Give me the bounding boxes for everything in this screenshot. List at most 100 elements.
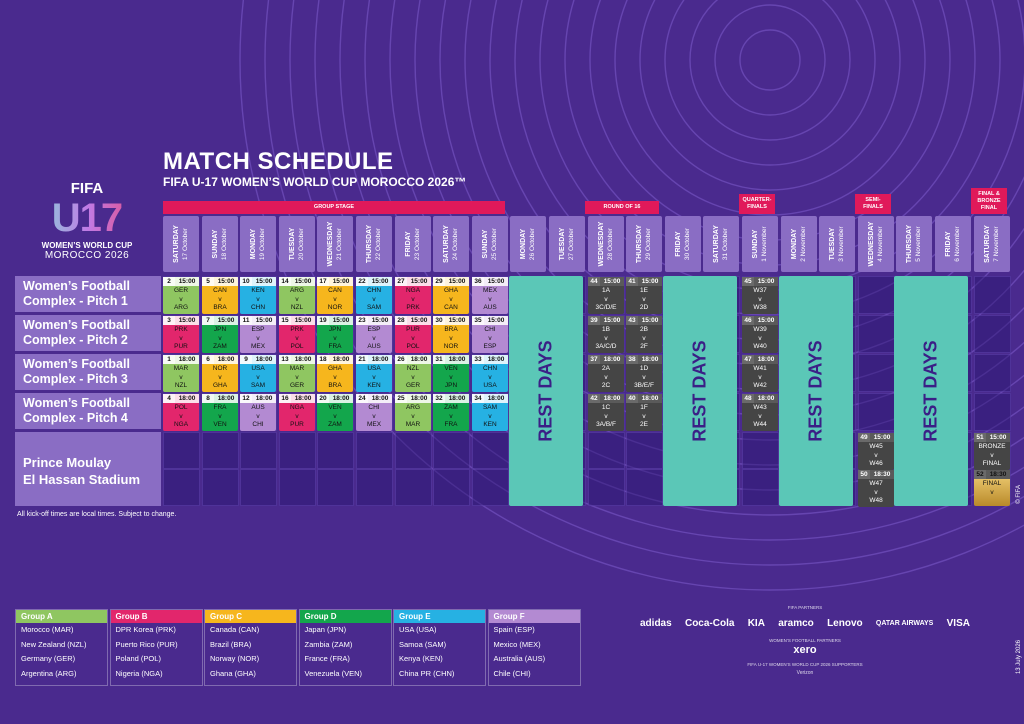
group-team: Mexico (MEX) bbox=[493, 639, 541, 649]
match-number: 23 bbox=[356, 316, 368, 325]
match-teams: CAN v NOR bbox=[317, 286, 353, 313]
match-card[interactable]: 48 18:00 W43 v W44 bbox=[742, 394, 778, 431]
match-card[interactable]: 30 15:00 BRA v NOR bbox=[433, 316, 469, 353]
team-away: PRK bbox=[406, 304, 420, 311]
match-card[interactable]: 51 15:00 BRONZE v FINAL bbox=[974, 433, 1010, 470]
vs-label: v bbox=[218, 334, 222, 342]
match-time: 18:00 bbox=[217, 395, 235, 402]
match-card[interactable]: 10 15:00 KEN v CHN bbox=[240, 277, 276, 314]
group-box: Group F Spain (ESP) Mexico (MEX) Australia … bbox=[487, 609, 581, 686]
match-card[interactable]: 8 18:00 FRA v VEN bbox=[202, 394, 238, 431]
match-card[interactable]: 27 15:00 NGA v PRK bbox=[395, 277, 431, 314]
match-teams: PRK v POL bbox=[279, 325, 315, 352]
match-card[interactable]: 26 18:00 NZL v GER bbox=[395, 355, 431, 392]
match-card[interactable]: 47 18:00 W41 v W42 bbox=[742, 355, 778, 392]
match-card[interactable]: 49 15:00 W45 v W46 bbox=[858, 433, 894, 470]
match-time: 18:00 bbox=[217, 356, 235, 363]
match-card[interactable]: 9 18:00 USA v SAM bbox=[240, 355, 276, 392]
match-card[interactable]: 28 15:00 PUR v POL bbox=[395, 316, 431, 353]
day-header: SUNDAY 18 October bbox=[202, 216, 238, 272]
match-card[interactable]: 23 15:00 ESP v AUS bbox=[356, 316, 392, 353]
match-card[interactable]: 7 15:00 JPN v ZAM bbox=[202, 316, 238, 353]
match-card[interactable]: 35 15:00 CHI v ESP bbox=[472, 316, 508, 353]
day-name: THURSDAY bbox=[636, 224, 643, 264]
match-card[interactable]: 43 15:00 2B v 2F bbox=[626, 316, 662, 353]
match-card[interactable]: 33 18:00 CHN v USA bbox=[472, 355, 508, 392]
team-away: ZAM bbox=[213, 343, 227, 350]
match-card[interactable]: 2 15:00 GER v ARG bbox=[163, 277, 199, 314]
match-time: 15:00 bbox=[641, 317, 659, 324]
vs-label: v bbox=[372, 412, 376, 420]
match-teams: 1A v 3C/D/E bbox=[588, 286, 624, 313]
day-header: WEDNESDAY 28 October bbox=[588, 216, 624, 272]
match-card[interactable]: 32 18:00 ZAM v FRA bbox=[433, 394, 469, 431]
match-header: 8 18:00 bbox=[202, 394, 238, 403]
match-card[interactable]: 29 15:00 GHA v CAN bbox=[433, 277, 469, 314]
team-home: KEN bbox=[251, 287, 265, 294]
match-card[interactable]: 37 18:00 2A v 2C bbox=[588, 355, 624, 392]
match-card[interactable]: 5 15:00 CAN v BRA bbox=[202, 277, 238, 314]
team-home: W45 bbox=[869, 443, 883, 450]
match-card[interactable]: 38 18:00 1D v 3B/E/F bbox=[626, 355, 662, 392]
match-header: 1 18:00 bbox=[163, 355, 199, 364]
page-subtitle: FIFA U-17 WOMEN’S WORLD CUP MOROCCO 2026… bbox=[163, 175, 467, 189]
stage-sf: SEMI- FINALS bbox=[855, 194, 891, 214]
match-card[interactable]: 41 15:00 1E v 2D bbox=[626, 277, 662, 314]
match-card[interactable]: 24 18:00 CHI v MEX bbox=[356, 394, 392, 431]
group-box: Group E USA (USA) Samoa (SAM) Kenya (KEN) Ch… bbox=[393, 609, 486, 686]
match-card[interactable]: 12 18:00 AUS v CHI bbox=[240, 394, 276, 431]
day-header-text: MONDAY 26 October bbox=[519, 228, 537, 260]
match-card[interactable]: 16 18:00 NGA v PUR bbox=[279, 394, 315, 431]
day-name: MONDAY bbox=[791, 228, 798, 260]
day-header-text: SUNDAY 25 October bbox=[481, 228, 499, 260]
match-card[interactable]: 39 15:00 1B v 3A/C/D bbox=[588, 316, 624, 353]
logo-wwc: WOMEN’S WORLD CUP bbox=[41, 241, 133, 250]
match-card[interactable]: 6 18:00 NOR v GHA bbox=[202, 355, 238, 392]
match-card[interactable]: 25 18:00 ARG v MAR bbox=[395, 394, 431, 431]
match-number: 17 bbox=[317, 277, 329, 286]
match-card[interactable]: 46 15:00 W39 v W40 bbox=[742, 316, 778, 353]
match-card[interactable]: 17 15:00 CAN v NOR bbox=[317, 277, 353, 314]
vs-label: v bbox=[179, 412, 183, 420]
match-number: 38 bbox=[626, 355, 638, 364]
match-card[interactable]: 1 18:00 MAR v NZL bbox=[163, 355, 199, 392]
match-card[interactable]: 40 18:00 1F v 2E bbox=[626, 394, 662, 431]
team-away: JPN bbox=[444, 382, 458, 389]
group-team: Samoa (SAM) bbox=[399, 639, 447, 649]
match-card[interactable]: 34 18:00 SAM v KEN bbox=[472, 394, 508, 431]
match-card[interactable]: 52 18:30 FINAL v bbox=[974, 470, 1010, 506]
match-card[interactable]: 19 15:00 JPN v FRA bbox=[317, 316, 353, 353]
grid-cell bbox=[433, 432, 470, 469]
match-card[interactable]: 50 18:30 W47 v W48 bbox=[858, 470, 894, 507]
match-card[interactable]: 13 18:00 MAR v GER bbox=[279, 355, 315, 392]
vs-label: v bbox=[295, 295, 299, 303]
day-name: SATURDAY bbox=[713, 225, 720, 263]
match-card[interactable]: 45 15:00 W37 v W38 bbox=[742, 277, 778, 314]
vs-label: v bbox=[642, 412, 646, 420]
team-away: GER bbox=[289, 382, 305, 389]
logo-country: MOROCCO 2026 bbox=[44, 250, 130, 261]
match-card[interactable]: 21 18:00 USA v KEN bbox=[356, 355, 392, 392]
match-header: 14 15:00 bbox=[279, 277, 315, 286]
vs-label: v bbox=[642, 295, 646, 303]
match-card[interactable]: 31 18:00 VEN v JPN bbox=[433, 355, 469, 392]
match-card[interactable]: 15 15:00 PRK v POL bbox=[279, 316, 315, 353]
match-card[interactable]: 18 18:00 GHA v BRA bbox=[317, 355, 353, 392]
match-card[interactable]: 22 15:00 CHN v SAM bbox=[356, 277, 392, 314]
day-name: SATURDAY bbox=[443, 225, 450, 263]
day-header: SATURDAY 24 October bbox=[433, 216, 469, 272]
venue-stadium: Prince Moulay El Hassan Stadium bbox=[15, 432, 161, 506]
match-card[interactable]: 42 18:00 1C v 3A/B/F bbox=[588, 394, 624, 431]
match-card[interactable]: 20 18:00 VEN v ZAM bbox=[317, 394, 353, 431]
match-card[interactable]: 3 15:00 PRK v PUR bbox=[163, 316, 199, 353]
match-teams: 1C v 3A/B/F bbox=[588, 403, 624, 430]
match-card[interactable]: 14 15:00 ARG v NZL bbox=[279, 277, 315, 314]
match-card[interactable]: 36 15:00 MEX v AUS bbox=[472, 277, 508, 314]
match-number: 48 bbox=[742, 394, 754, 403]
grid-cell bbox=[742, 432, 779, 469]
match-card[interactable]: 11 15:00 ESP v MEX bbox=[240, 316, 276, 353]
match-card[interactable]: 4 18:00 POL v NGA bbox=[163, 394, 199, 431]
venue-pitch4-line1: Women’s Football bbox=[23, 396, 130, 410]
match-card[interactable]: 44 15:00 1A v 3C/D/E bbox=[588, 277, 624, 314]
match-header: 3 15:00 bbox=[163, 316, 199, 325]
